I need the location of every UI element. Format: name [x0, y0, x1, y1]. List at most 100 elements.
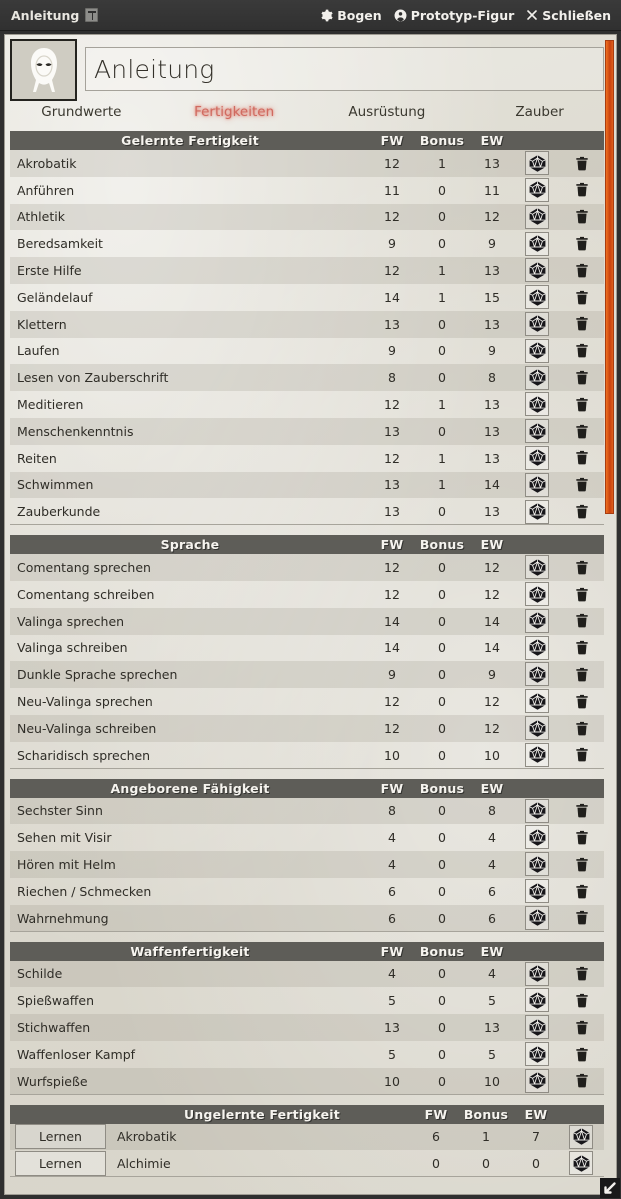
d20-dice-icon[interactable] — [525, 742, 549, 767]
table-row[interactable]: Valinga schreiben 14 0 14 — [10, 635, 604, 662]
d20-dice-icon[interactable] — [525, 716, 549, 741]
d20-dice-icon[interactable] — [525, 905, 549, 930]
table-row[interactable]: Zauberkunde 13 0 13 — [10, 498, 604, 525]
d20-dice-icon[interactable] — [525, 662, 549, 687]
trash-icon[interactable] — [571, 637, 593, 659]
table-row[interactable]: Neu-Valinga schreiben 12 0 12 — [10, 714, 604, 742]
trash-icon[interactable] — [571, 690, 593, 712]
d20-dice-icon[interactable] — [569, 1151, 593, 1176]
learn-button[interactable]: Lernen — [15, 1151, 106, 1177]
trash-icon[interactable] — [571, 826, 593, 848]
d20-dice-icon[interactable] — [525, 311, 549, 336]
prototyp-figur-button[interactable]: Prototyp-Figur — [394, 8, 514, 23]
table-row[interactable]: Geländelauf 14 1 15 — [10, 284, 604, 311]
tab-zauber[interactable]: Zauber — [515, 104, 564, 120]
d20-dice-icon[interactable] — [525, 151, 549, 176]
table-row[interactable]: Erste Hilfe 12 1 13 — [10, 257, 604, 284]
table-row[interactable]: Comentang sprechen 12 0 12 — [10, 554, 604, 581]
d20-dice-icon[interactable] — [525, 988, 549, 1013]
table-row[interactable]: Beredsamkeit 9 0 9 — [10, 230, 604, 257]
table-row[interactable]: Wurfspieße 10 0 10 — [10, 1067, 604, 1095]
trash-icon[interactable] — [571, 1043, 593, 1065]
vertical-scrollbar-thumb[interactable] — [605, 40, 614, 514]
tab-grundwerte[interactable]: Grundwerte — [41, 104, 122, 120]
bogen-button[interactable]: Bogen — [320, 8, 382, 23]
d20-dice-icon[interactable] — [525, 555, 549, 580]
skills-scroll-area[interactable]: Gelernte Fertigkeit FW Bonus EW Akrobatik 12 1… — [5, 131, 616, 1194]
table-row[interactable]: Sehen mit Visir 4 0 4 — [10, 824, 604, 851]
table-row[interactable]: Meditieren 12 1 13 — [10, 391, 604, 418]
trash-icon[interactable] — [571, 853, 593, 875]
table-row[interactable]: Lernen Alchimie 0 0 0 — [10, 1150, 604, 1177]
table-row[interactable]: Schilde 4 0 4 — [10, 960, 604, 988]
trash-icon[interactable] — [571, 420, 593, 442]
d20-dice-icon[interactable] — [525, 392, 549, 417]
vertical-scrollbar-track[interactable] — [605, 37, 614, 1192]
table-row[interactable]: Wahrnehmung 6 0 6 — [10, 904, 604, 932]
table-row[interactable]: Reiten 12 1 13 — [10, 445, 604, 472]
trash-icon[interactable] — [571, 800, 593, 822]
avatar[interactable] — [10, 39, 77, 101]
d20-dice-icon[interactable] — [525, 231, 549, 256]
table-row[interactable]: Neu-Valinga sprechen 12 0 12 — [10, 688, 604, 715]
table-row[interactable]: Anführen 11 0 11 — [10, 177, 604, 204]
d20-dice-icon[interactable] — [525, 177, 549, 202]
d20-dice-icon[interactable] — [569, 1124, 593, 1149]
table-row[interactable]: Sechster Sinn 8 0 8 — [10, 797, 604, 825]
trash-icon[interactable] — [571, 583, 593, 605]
d20-dice-icon[interactable] — [525, 961, 549, 986]
d20-dice-icon[interactable] — [525, 879, 549, 904]
table-row[interactable]: Valinga sprechen 14 0 14 — [10, 607, 604, 635]
trash-icon[interactable] — [571, 1070, 593, 1092]
character-name-input[interactable]: Anleitung — [85, 47, 604, 91]
d20-dice-icon[interactable] — [525, 635, 549, 660]
trash-icon[interactable] — [571, 1016, 593, 1038]
table-row[interactable]: Riechen / Schmecken 6 0 6 — [10, 878, 604, 905]
d20-dice-icon[interactable] — [525, 445, 549, 470]
trash-icon[interactable] — [571, 367, 593, 389]
d20-dice-icon[interactable] — [525, 582, 549, 607]
table-row[interactable]: Athletik 12 0 12 — [10, 203, 604, 231]
trash-icon[interactable] — [571, 233, 593, 255]
d20-dice-icon[interactable] — [525, 365, 549, 390]
d20-dice-icon[interactable] — [525, 338, 549, 363]
table-row[interactable]: Hören mit Helm 4 0 4 — [10, 851, 604, 878]
d20-dice-icon[interactable] — [525, 472, 549, 497]
close-button[interactable]: Schließen — [526, 8, 611, 23]
trash-icon[interactable] — [571, 393, 593, 415]
table-row[interactable]: Klettern 13 0 13 — [10, 310, 604, 338]
trash-icon[interactable] — [571, 610, 593, 632]
trash-icon[interactable] — [571, 206, 593, 228]
trash-icon[interactable] — [571, 744, 593, 766]
trash-icon[interactable] — [571, 340, 593, 362]
trash-icon[interactable] — [571, 907, 593, 929]
trash-icon[interactable] — [571, 880, 593, 902]
table-row[interactable]: Schwimmen 13 1 14 — [10, 471, 604, 499]
trash-icon[interactable] — [571, 556, 593, 578]
d20-dice-icon[interactable] — [525, 499, 549, 524]
trash-icon[interactable] — [571, 717, 593, 739]
table-row[interactable]: Menschenkenntnis 13 0 13 — [10, 417, 604, 445]
trash-icon[interactable] — [571, 259, 593, 281]
trash-icon[interactable] — [571, 179, 593, 201]
d20-dice-icon[interactable] — [525, 1068, 549, 1093]
d20-dice-icon[interactable] — [525, 285, 549, 310]
trash-icon[interactable] — [571, 501, 593, 523]
trash-icon[interactable] — [571, 286, 593, 308]
d20-dice-icon[interactable] — [525, 1015, 549, 1040]
table-row[interactable]: Dunkle Sprache sprechen 9 0 9 — [10, 661, 604, 689]
table-row[interactable]: Scharidisch sprechen 10 0 10 — [10, 742, 604, 769]
table-row[interactable]: Akrobatik 12 1 13 — [10, 150, 604, 177]
trash-icon[interactable] — [571, 663, 593, 685]
d20-dice-icon[interactable] — [525, 798, 549, 823]
trash-icon[interactable] — [571, 963, 593, 985]
trash-icon[interactable] — [571, 989, 593, 1011]
d20-dice-icon[interactable] — [525, 258, 549, 283]
d20-dice-icon[interactable] — [525, 689, 549, 714]
trash-icon[interactable] — [571, 447, 593, 469]
table-row[interactable]: Lesen von Zauberschrift 8 0 8 — [10, 364, 604, 392]
table-row[interactable]: Comentang schreiben 12 0 12 — [10, 581, 604, 608]
d20-dice-icon[interactable] — [525, 608, 549, 633]
table-row[interactable]: Spießwaffen 5 0 5 — [10, 987, 604, 1014]
trash-icon[interactable] — [571, 152, 593, 174]
